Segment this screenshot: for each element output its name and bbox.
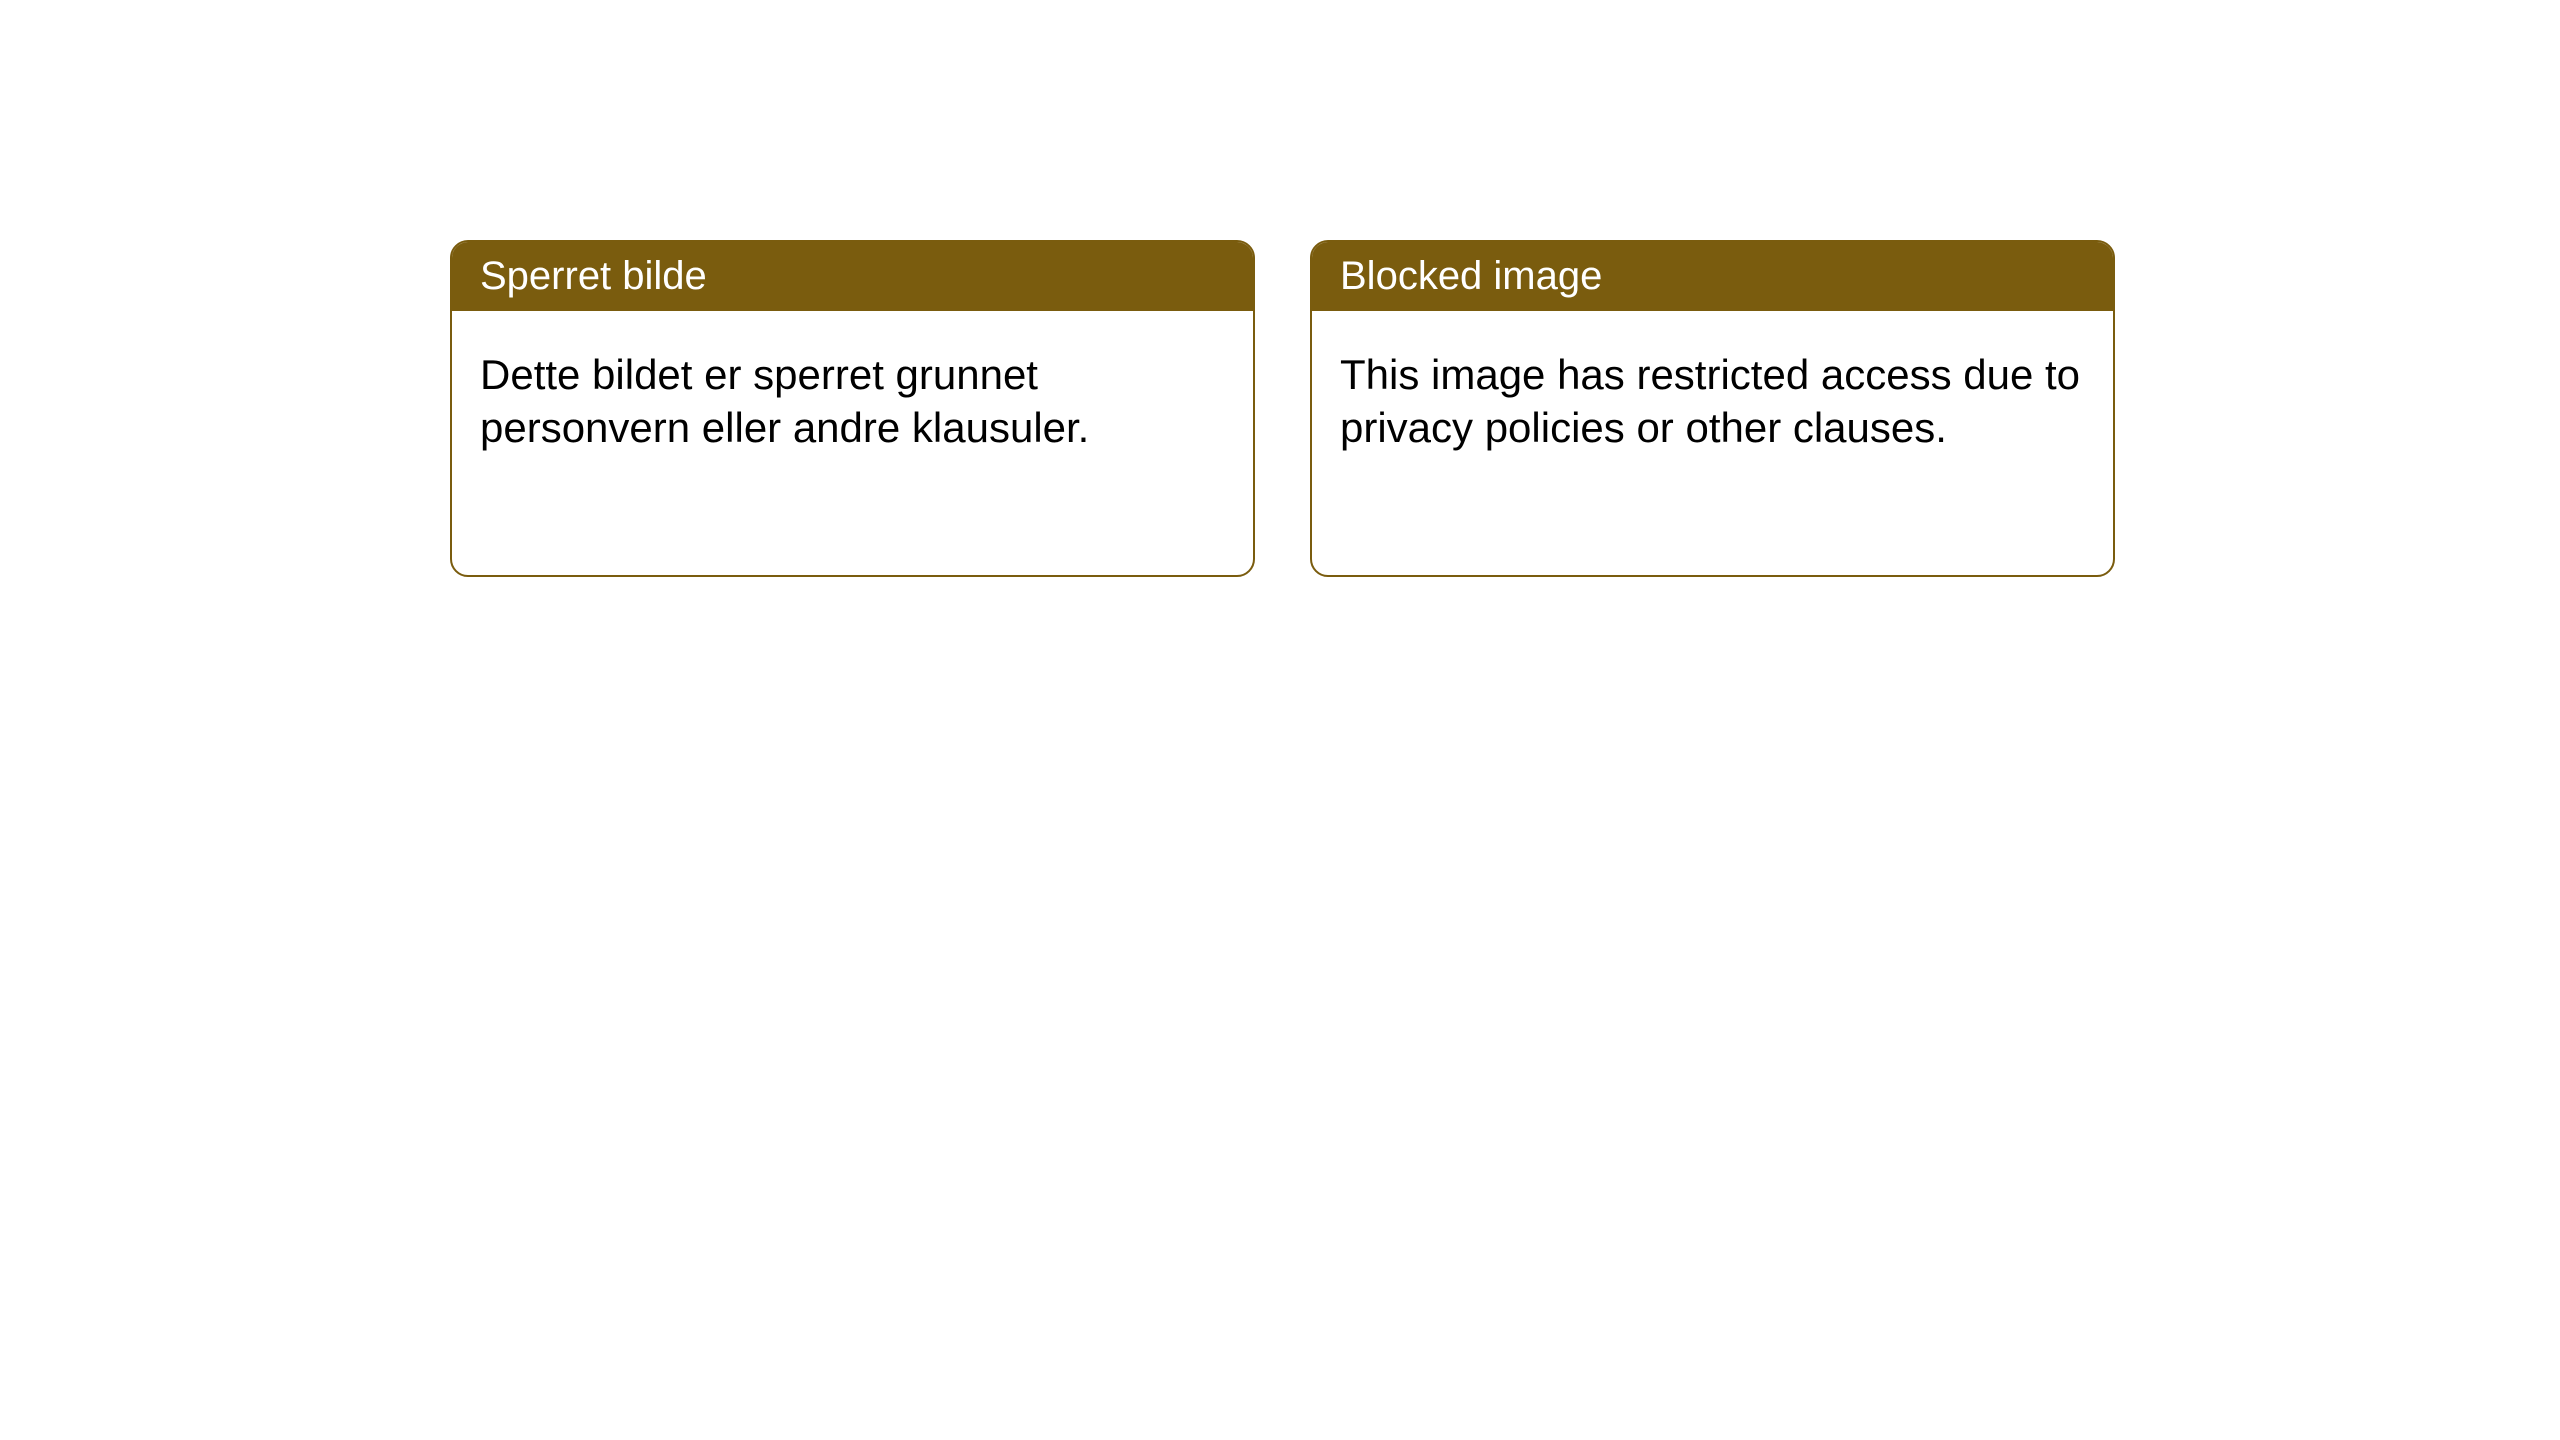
notice-container: Sperret bilde Dette bildet er sperret gr… — [450, 240, 2115, 577]
notice-message: Dette bildet er sperret grunnet personve… — [480, 351, 1089, 451]
notice-title: Sperret bilde — [480, 254, 707, 298]
notice-message: This image has restricted access due to … — [1340, 351, 2080, 451]
notice-header: Sperret bilde — [452, 242, 1253, 311]
notice-card-english: Blocked image This image has restricted … — [1310, 240, 2115, 577]
notice-header: Blocked image — [1312, 242, 2113, 311]
notice-title: Blocked image — [1340, 254, 1602, 298]
notice-card-norwegian: Sperret bilde Dette bildet er sperret gr… — [450, 240, 1255, 577]
notice-body: Dette bildet er sperret grunnet personve… — [452, 311, 1253, 492]
notice-body: This image has restricted access due to … — [1312, 311, 2113, 492]
